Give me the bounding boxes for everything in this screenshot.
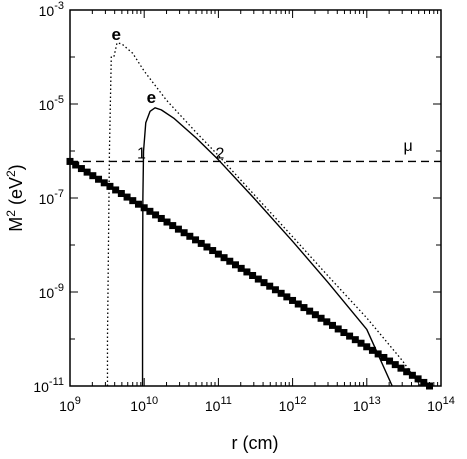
square-marker-point bbox=[163, 218, 171, 226]
square-marker-point bbox=[72, 161, 80, 169]
square-marker-point bbox=[266, 282, 274, 290]
square-marker-point bbox=[311, 311, 319, 319]
square-marker-point bbox=[420, 378, 428, 386]
square-marker-point bbox=[294, 300, 302, 308]
square-marker-point bbox=[157, 214, 165, 222]
x-tick-label: 1014 bbox=[427, 395, 455, 414]
square-marker-point bbox=[237, 264, 245, 272]
square-marker-point bbox=[140, 204, 148, 212]
square-marker-point bbox=[129, 197, 137, 205]
square-marker-point bbox=[197, 239, 205, 247]
annotation-label: e bbox=[147, 88, 156, 107]
square-marker-point bbox=[317, 314, 325, 322]
square-marker-point bbox=[134, 200, 142, 208]
square-marker-point bbox=[123, 193, 131, 201]
y-axis-title-mid: (eV bbox=[6, 177, 26, 210]
square-marker-point bbox=[186, 232, 194, 240]
square-marker-point bbox=[209, 247, 217, 255]
square-marker-point bbox=[226, 257, 234, 265]
square-marker-point bbox=[192, 236, 200, 244]
x-axis-title: r (cm) bbox=[232, 433, 279, 453]
square-marker-point bbox=[323, 318, 331, 326]
square-marker-point bbox=[386, 357, 394, 365]
square-marker-point bbox=[174, 225, 182, 233]
square-marker-point bbox=[77, 165, 85, 173]
square-marker-point bbox=[100, 179, 108, 187]
square-marker-point bbox=[283, 293, 291, 301]
square-marker-point bbox=[408, 371, 416, 379]
square-marker-point bbox=[397, 364, 405, 372]
square-marker-point bbox=[357, 339, 365, 347]
square-marker-point bbox=[277, 289, 285, 297]
y-tick-label: 10-5 bbox=[39, 94, 64, 113]
square-marker-point bbox=[152, 211, 160, 219]
square-marker-point bbox=[95, 175, 103, 183]
y-axis-title-base: M bbox=[6, 217, 26, 232]
square-marker-point bbox=[260, 279, 268, 287]
square-marker-point bbox=[328, 321, 336, 329]
series-layer bbox=[66, 42, 441, 390]
x-tick-label: 1010 bbox=[130, 395, 158, 414]
square-marker-point bbox=[426, 382, 434, 390]
y-tick-label: 10-7 bbox=[39, 188, 64, 207]
y-tick-label: 10-3 bbox=[39, 0, 64, 19]
annotation-label: 2 bbox=[216, 146, 225, 163]
annotation-label: μ bbox=[403, 138, 412, 155]
square-marker-point bbox=[346, 332, 354, 340]
square-marker-point bbox=[66, 157, 74, 165]
square-marker-point bbox=[254, 275, 262, 283]
square-marker-point bbox=[180, 229, 188, 237]
square-marker-point bbox=[289, 296, 297, 304]
square-marker-point bbox=[83, 168, 91, 176]
annotation-label: e bbox=[112, 25, 121, 44]
square-marker-point bbox=[106, 182, 114, 190]
square-marker-point bbox=[391, 361, 399, 369]
square-marker-point bbox=[146, 207, 154, 215]
annotation-label: 1 bbox=[137, 146, 146, 163]
square-marker-point bbox=[351, 336, 359, 344]
square-marker-point bbox=[214, 250, 222, 258]
solid-series-line bbox=[141, 107, 393, 387]
square-marker-point bbox=[363, 343, 371, 351]
y-tick-label: 10-11 bbox=[33, 376, 64, 395]
square-marker-point bbox=[300, 304, 308, 312]
tick-labels: 109 1010 1011 1012 1013 1014 10-11 10-9 10-7 10-5… bbox=[33, 0, 455, 414]
square-marker-point bbox=[414, 375, 422, 383]
square-marker-point bbox=[340, 329, 348, 337]
square-marker-point bbox=[112, 186, 120, 194]
square-marker-point bbox=[117, 190, 125, 198]
square-marker-point bbox=[220, 254, 228, 262]
square-marker-point bbox=[374, 350, 382, 358]
square-marker-point bbox=[271, 286, 279, 294]
square-marker-point bbox=[403, 368, 411, 376]
square-marker-point bbox=[169, 222, 177, 230]
square-marker-point bbox=[243, 268, 251, 276]
square-marker-point bbox=[231, 261, 239, 269]
x-tick-label: 109 bbox=[59, 395, 81, 414]
square-marker-point bbox=[249, 271, 257, 279]
x-tick-label: 1012 bbox=[279, 395, 307, 414]
y-axis-title-end: ) bbox=[6, 164, 26, 170]
y-tick-label: 10-9 bbox=[39, 282, 64, 301]
x-tick-label: 1013 bbox=[353, 395, 381, 414]
annotations: e e μ 1 2 bbox=[112, 25, 413, 163]
y-axis-title-sup1: 2 bbox=[4, 210, 18, 217]
y-axis-title-sup2: 2 bbox=[4, 170, 18, 177]
square-marker-point bbox=[203, 243, 211, 251]
x-tick-label: 1011 bbox=[205, 395, 232, 414]
square-marker-point bbox=[306, 307, 314, 315]
square-marker-point bbox=[334, 325, 342, 333]
square-marker-point bbox=[89, 172, 97, 180]
y-axis-title: M2 (eV2) bbox=[4, 164, 26, 231]
square-marker-point bbox=[368, 346, 376, 354]
square-marker-point bbox=[380, 353, 388, 361]
